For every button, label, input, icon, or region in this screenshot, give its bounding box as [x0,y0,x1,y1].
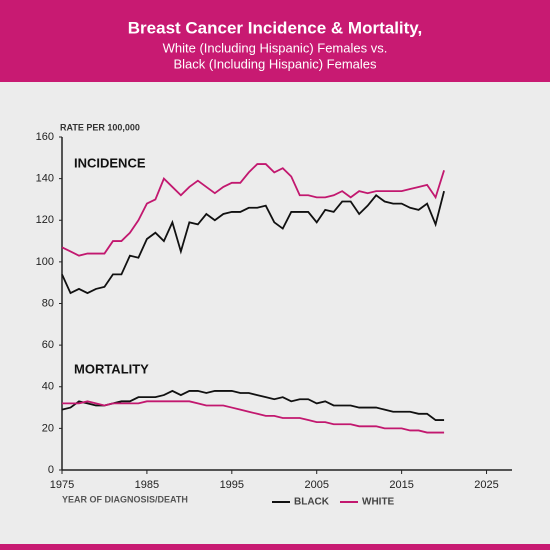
x-axis-label: YEAR OF DIAGNOSIS/DEATH [62,494,188,504]
y-tick-label: 0 [48,464,54,476]
y-tick-label: 100 [36,256,54,268]
x-tick-label: 1995 [220,479,244,491]
y-tick-label: 120 [36,214,54,226]
legend-label: WHITE [362,497,395,508]
data-line [61,389,445,421]
y-tick-label: 80 [42,297,54,309]
legend-label: BLACK [294,497,330,508]
data-line [61,190,445,295]
header-band [0,0,550,82]
y-tick-label: 140 [36,173,54,185]
footer-band [0,544,550,550]
y-tick-label: 20 [42,422,54,434]
y-tick-label: 40 [42,381,54,393]
annotation: MORTALITY [74,361,149,376]
x-tick-label: 2015 [389,479,413,491]
chart-title: Breast Cancer Incidence & Mortality, [128,18,422,37]
x-tick-label: 1975 [50,479,74,491]
data-line [62,400,445,434]
y-tick-label: 60 [42,339,54,351]
chart-subtitle: Black (Including Hispanic) Females [173,56,377,71]
data-line [61,163,445,257]
x-tick-label: 1985 [135,479,159,491]
chart-subtitle: White (Including Hispanic) Females vs. [163,40,388,55]
y-tick-label: 160 [36,131,54,143]
x-tick-label: 2005 [304,479,328,491]
annotation: INCIDENCE [74,155,146,170]
y-axis-label: RATE PER 100,000 [60,122,140,132]
x-tick-label: 2025 [474,479,498,491]
